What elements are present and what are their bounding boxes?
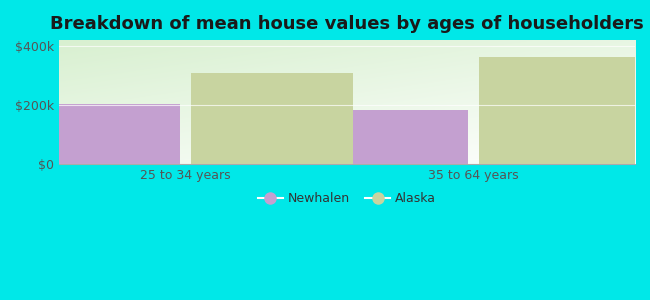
Bar [192,73,353,164]
Bar [480,57,641,164]
Bar [19,103,180,164]
Legend: Newhalen, Alaska: Newhalen, Alaska [253,187,441,210]
Title: Breakdown of mean house values by ages of householders: Breakdown of mean house values by ages o… [50,15,644,33]
Bar [307,110,468,164]
